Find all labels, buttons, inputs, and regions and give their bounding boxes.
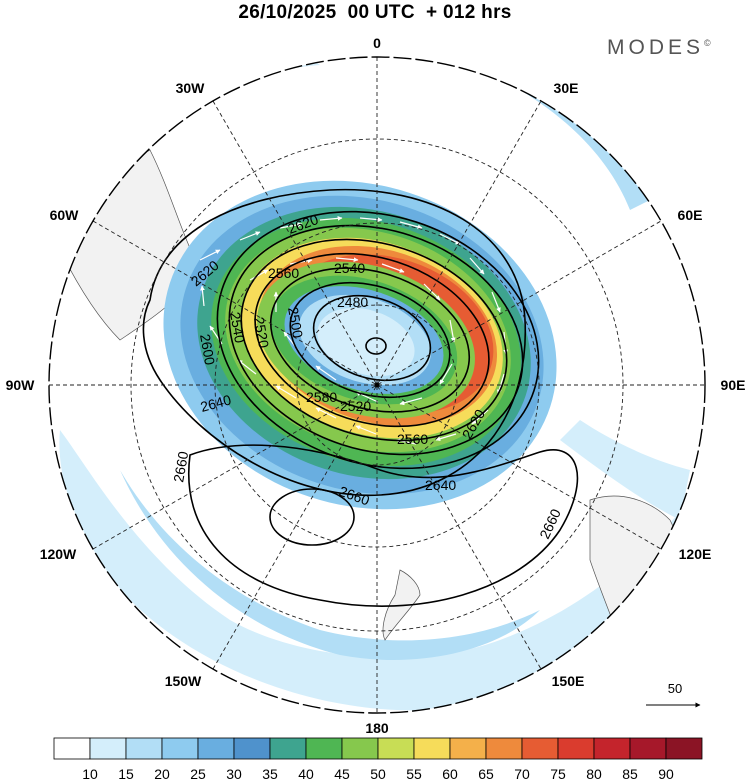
contour-label: 2640 [425,477,456,493]
colorbar-swatch [305,737,343,760]
reference-vector-label: 50 [668,681,682,696]
graticule [49,57,705,713]
lon-label-0: 0 [373,35,381,51]
colorbar: 10 15 20 25 30 35 40 45 50 55 60 65 70 75 80 85 90 [53,737,703,782]
contour-label: 2540 [227,311,248,345]
colorbar-swatch [557,737,595,760]
contour-label: 2600 [197,333,218,367]
colorbar-tick-label: 30 [226,766,242,782]
height-contours [142,188,579,607]
colorbar-swatch [449,737,487,760]
colorbar-swatch [161,737,199,760]
colorbar-tick-label: 50 [370,766,386,782]
contour-label: 2520 [340,398,371,414]
australia [589,495,701,691]
contour-label: 2480 [337,294,368,310]
moderate-wind-shading [120,80,650,660]
longitude-labels: 0 180 90W 90E 30W 60W 30E 60E 120W 150W … [6,35,746,736]
colorbar-swatch [53,737,91,760]
colorbar-swatch [485,737,523,760]
colorbar-tick-label: 40 [298,766,314,782]
lon-label-90w: 90W [6,377,36,393]
colorbar-swatch [521,737,559,760]
colorbar-tick-label: 90 [658,766,674,782]
colorbar-tick-label: 80 [586,766,602,782]
lon-label-90e: 90E [721,377,746,393]
contour-label: 2560 [397,431,428,447]
lon-label-60w: 60W [50,207,80,223]
contour-label: 2520 [251,316,272,350]
contour-label: 2500 [285,306,306,340]
brand-text: MODES [607,36,705,59]
colorbar-swatch [269,737,307,760]
contour-label: 2540 [334,260,365,276]
colorbar-tick-label: 85 [622,766,638,782]
lon-label-180: 180 [365,720,389,736]
colorbar-tick-label: 70 [514,766,530,782]
colorbar-swatch [125,737,163,760]
colorbar-tick-label: 60 [442,766,458,782]
colorbar-swatch [197,737,235,760]
lon-label-150w: 150W [165,673,202,689]
lon-label-30w: 30W [176,80,206,96]
colorbar-swatch [341,737,379,760]
contour-label: 2640 [199,391,233,415]
contour-label: 2580 [306,389,337,405]
colorbar-swatch [89,737,127,760]
colorbar-swatch [665,737,703,760]
colorbar-tick-label: 55 [406,766,422,782]
map-title: 26/10/2025 00 UTC + 012 hrs [238,2,512,23]
lon-label-60e: 60E [678,207,703,223]
lon-label-120w: 120W [40,546,77,562]
colorbar-tick-label: 65 [478,766,494,782]
contour-label: 2560 [268,265,299,281]
colorbar-tick-label: 45 [334,766,350,782]
colorbar-swatch [629,737,667,760]
colorbar-tick-label: 15 [118,766,134,782]
lon-label-150e: 150E [552,673,585,689]
colorbar-swatch [413,737,451,760]
brand-logo: MODES© [607,36,711,60]
colorbar-swatch [233,737,271,760]
colorbar-tick-label: 10 [82,766,98,782]
contour-label: 2660 [170,450,191,484]
reference-vector: 50 [646,681,701,708]
south-pole-marker [374,382,380,388]
colorbar-tick-label: 25 [190,766,206,782]
wind-vectors [119,119,648,614]
colorbar-swatch [377,737,415,760]
map-content [49,57,705,713]
copyright-mark: © [704,38,711,48]
lon-label-30e: 30E [554,80,579,96]
colorbar-swatch [593,737,631,760]
colorbar-tick-label: 20 [154,766,170,782]
colorbar-tick-label: 35 [262,766,278,782]
map-boundary [48,56,706,714]
lon-label-120e: 120E [679,546,712,562]
colorbar-tick-label: 75 [550,766,566,782]
